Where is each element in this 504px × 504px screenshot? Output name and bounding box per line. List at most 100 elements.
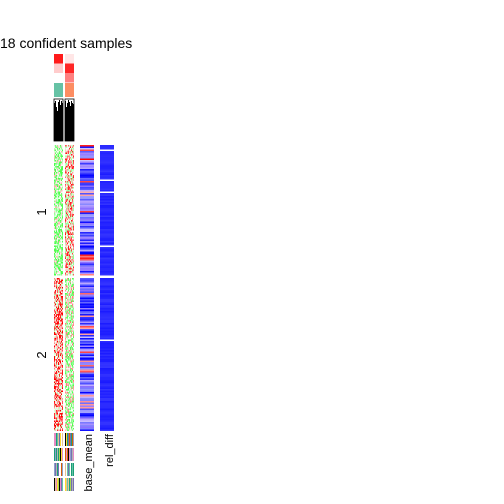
heatmap-cell xyxy=(55,311,56,313)
heatmap-cell xyxy=(67,411,68,413)
heatmap-cell xyxy=(65,149,66,151)
rel-diff-cell xyxy=(100,278,114,280)
heatmap-cell xyxy=(57,308,58,310)
heatmap-cell xyxy=(54,248,55,250)
heatmap-cell xyxy=(56,172,57,174)
heatmap-cell xyxy=(68,312,69,314)
heatmap-cell xyxy=(73,429,74,431)
heatmap-cell xyxy=(62,363,63,365)
heatmap-cell xyxy=(68,309,69,311)
heatmap-cell xyxy=(61,338,62,340)
heatmap-cell xyxy=(54,407,55,409)
heatmap-cell xyxy=(59,281,60,283)
heatmap-cell xyxy=(66,363,67,365)
heatmap-cell xyxy=(72,200,73,202)
heatmap-cell xyxy=(70,149,71,151)
heatmap-cell xyxy=(55,230,56,232)
heatmap-cell xyxy=(70,170,71,172)
bottom-annotation-cell xyxy=(58,433,59,446)
heatmap-cell xyxy=(67,335,68,337)
heatmap-cell xyxy=(72,299,73,301)
heatmap-cell xyxy=(65,294,66,296)
heatmap-cell xyxy=(57,383,58,385)
heatmap-cell xyxy=(69,402,70,404)
base-mean-cell xyxy=(80,274,94,276)
heatmap-cell xyxy=(62,372,63,374)
heatmap-cell xyxy=(60,332,61,334)
heatmap-cell xyxy=(55,422,56,424)
heatmap-cell xyxy=(62,426,63,428)
silhouette-bar xyxy=(55,101,56,141)
heatmap-cell xyxy=(72,399,73,401)
heatmap-cell xyxy=(62,281,63,283)
heatmap-cell xyxy=(59,422,60,424)
heatmap-cell xyxy=(69,344,70,346)
heatmap-cell xyxy=(61,429,62,431)
heatmap-cell xyxy=(71,223,72,225)
heatmap-cell xyxy=(62,299,63,301)
heatmap-cell xyxy=(72,284,73,286)
heatmap-cell xyxy=(73,300,74,302)
heatmap-cell xyxy=(61,389,62,391)
heatmap-cell xyxy=(59,164,60,166)
heatmap-cell xyxy=(67,238,68,240)
heatmap-cell xyxy=(71,199,72,201)
heatmap-cell xyxy=(54,181,55,183)
heatmap-cell xyxy=(60,161,61,163)
heatmap-cell xyxy=(60,278,61,280)
heatmap-cell xyxy=(59,381,60,383)
heatmap-cell xyxy=(59,230,60,232)
heatmap-cell xyxy=(70,229,71,231)
heatmap-cell xyxy=(61,311,62,313)
heatmap-cell xyxy=(60,425,61,427)
rel-diff-cell xyxy=(100,181,114,183)
heatmap-cell xyxy=(54,245,55,247)
base-mean-cell xyxy=(80,312,94,314)
heatmap-cell xyxy=(61,149,62,151)
heatmap-cell xyxy=(66,377,67,379)
heatmap-cell xyxy=(71,428,72,430)
heatmap-cell xyxy=(56,146,57,148)
heatmap-cell xyxy=(66,146,67,148)
heatmap-cell xyxy=(57,423,58,425)
heatmap-cell xyxy=(67,272,68,274)
heatmap-cell xyxy=(59,336,60,338)
heatmap-cell xyxy=(73,265,74,267)
heatmap-cell xyxy=(58,263,59,265)
heatmap-cell xyxy=(60,389,61,391)
heatmap-cell xyxy=(60,303,61,305)
heatmap-cell xyxy=(62,263,63,265)
base-mean-cell xyxy=(80,176,94,178)
heatmap-cell xyxy=(66,312,67,314)
heatmap-cell xyxy=(67,223,68,225)
heatmap-cell xyxy=(72,197,73,199)
rel-diff-cell xyxy=(100,351,114,353)
heatmap-cell xyxy=(66,236,67,238)
heatmap-cell xyxy=(54,178,55,180)
heatmap-cell xyxy=(65,348,66,350)
heatmap-cell xyxy=(66,359,67,361)
heatmap-cell xyxy=(60,211,61,213)
heatmap-cell xyxy=(59,380,60,382)
heatmap-cell xyxy=(62,410,63,412)
heatmap-cell xyxy=(61,173,62,175)
heatmap-cell xyxy=(66,309,67,311)
heatmap-cell xyxy=(60,381,61,383)
heatmap-cell xyxy=(60,335,61,337)
heatmap-cell xyxy=(60,145,61,147)
heatmap-cell xyxy=(67,179,68,181)
heatmap-cell xyxy=(68,350,69,352)
heatmap-cell xyxy=(67,271,68,273)
heatmap-cell xyxy=(58,288,59,290)
base-mean-cell xyxy=(80,254,94,256)
heatmap-cell xyxy=(66,408,67,410)
rel-diff-cell xyxy=(100,312,114,314)
heatmap-cell xyxy=(67,425,68,427)
heatmap-cell xyxy=(58,268,59,270)
heatmap-cell xyxy=(72,345,73,347)
heatmap-cell xyxy=(65,152,66,154)
heatmap-cell xyxy=(70,232,71,234)
bottom-annotation-cell xyxy=(62,463,63,476)
heatmap-cell xyxy=(61,333,62,335)
heatmap-cell xyxy=(59,224,60,226)
